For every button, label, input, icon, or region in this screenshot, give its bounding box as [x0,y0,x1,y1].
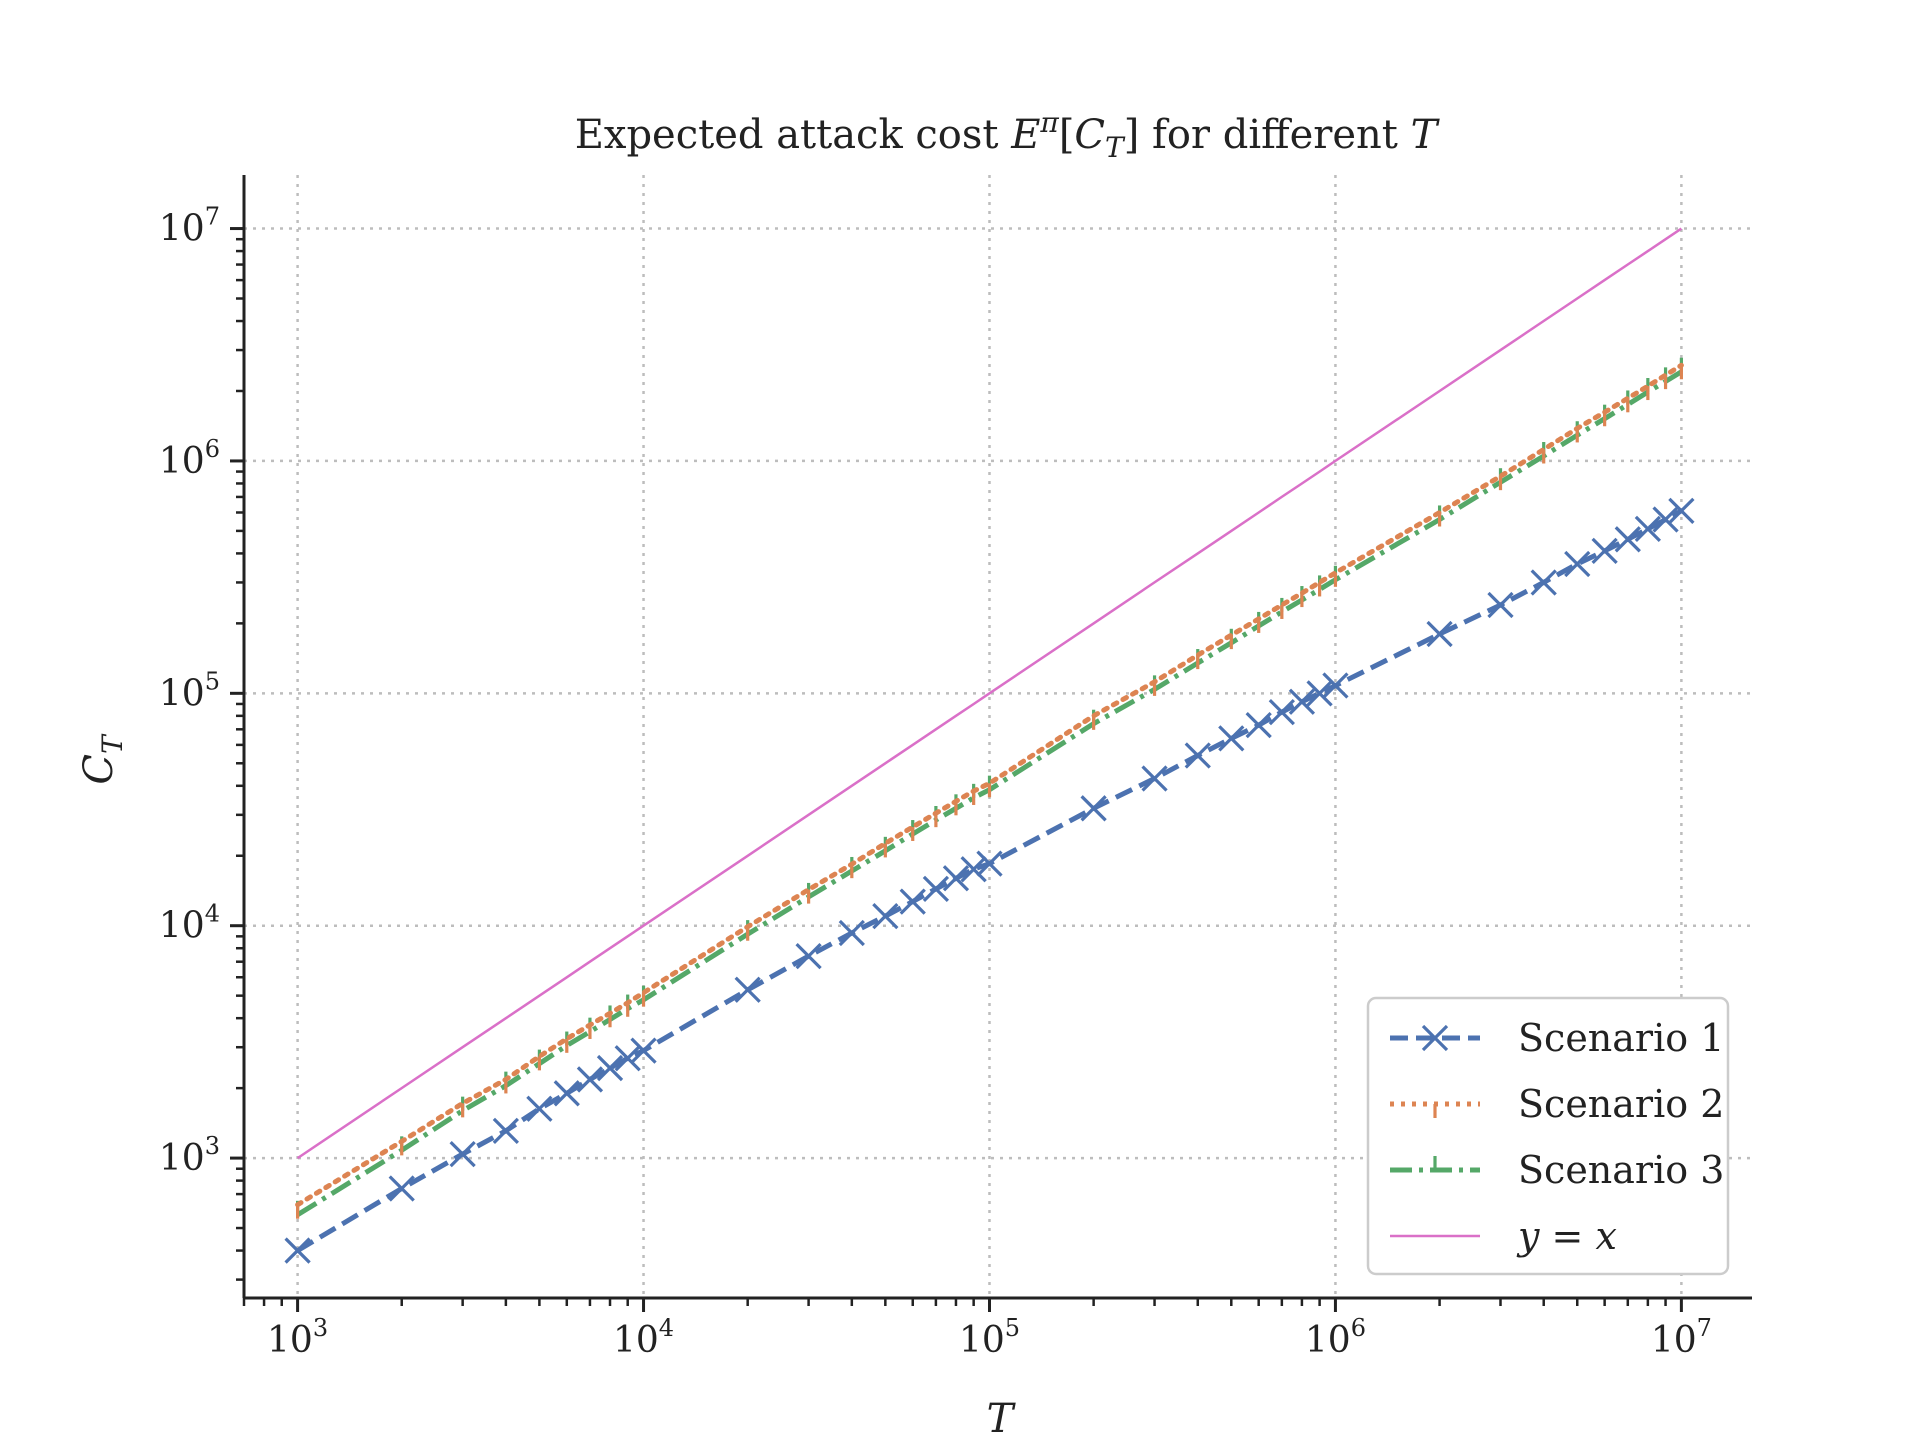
y-tick-label: 107 [159,203,220,250]
x-marker [1634,515,1661,543]
legend-entry-1: Scenario 1 [1390,1016,1724,1060]
x-tick-label: 107 [1651,1314,1712,1361]
x-marker [1245,711,1272,739]
x-marker [899,888,926,915]
legend-label: Scenario 3 [1518,1148,1724,1192]
x-marker [1591,537,1618,565]
x-marker [630,1037,657,1064]
x-marker [1184,742,1211,769]
x-marker [1421,1024,1449,1052]
x-marker [942,865,970,892]
y-axis-label: CT [76,733,129,785]
x-marker [1564,550,1591,578]
tick-labels: 103 104 105 106 107 103 104 105 106 107 [159,203,1712,1361]
x-marker [1652,506,1679,533]
x-marker [734,976,761,1003]
series-line [296,227,1683,1160]
x-marker [795,942,822,970]
x-marker [838,919,865,947]
series-4 [296,227,1683,1160]
legend-box [1366,996,1730,1276]
x-marker [1487,591,1514,619]
x-marker [976,850,1003,877]
y-tick-label: 106 [159,435,220,482]
x-marker [553,1080,580,1107]
x-marker [1426,620,1453,648]
x-marker [960,856,987,883]
x-marker [388,1175,415,1202]
x-marker [922,875,950,903]
legend-entry-4: y = x [1390,1214,1617,1258]
chart-title: Expected attack cost Eπ[CT] for differen… [575,106,1441,164]
legend: Scenario 1 Scenario 2 Scenario 3 y = x [1366,996,1730,1276]
x-marker [1268,698,1295,726]
x-marker [1218,725,1245,752]
legend-entry-2: Scenario 2 [1390,1082,1724,1126]
x-axis-label: T [987,1396,1017,1440]
x-marker [449,1140,476,1168]
x-marker [1141,765,1168,792]
x-marker [872,902,899,930]
x-tick-label: 105 [959,1314,1020,1361]
x-marker [284,1237,311,1264]
x-marker [526,1095,553,1122]
series-1 [284,497,1695,1264]
x-marker [596,1054,624,1082]
x-marker [492,1117,520,1144]
x-tick-label: 106 [1305,1314,1366,1361]
x-marker [1288,688,1316,715]
x-tick-label: 103 [267,1314,328,1361]
x-tick-label: 104 [613,1314,674,1361]
tick-marks [230,227,1683,1312]
x-marker [1614,526,1641,553]
x-marker [614,1045,641,1072]
y-tick-label: 104 [159,900,220,947]
legend-label: Scenario 1 [1518,1016,1724,1060]
legend-label: y = x [1516,1214,1617,1258]
y-tick-label: 103 [159,1132,220,1179]
legend-label: Scenario 2 [1518,1082,1724,1126]
x-marker [1080,795,1107,822]
x-marker [1668,497,1695,524]
y-tick-label: 105 [159,667,220,714]
series-layer [284,227,1695,1264]
legend-entry-3: Scenario 3 [1390,1148,1724,1192]
x-marker [1306,680,1333,707]
x-marker [576,1066,604,1093]
x-marker [1530,569,1557,596]
x-marker [1322,672,1349,699]
series-2 [295,362,1684,1219]
